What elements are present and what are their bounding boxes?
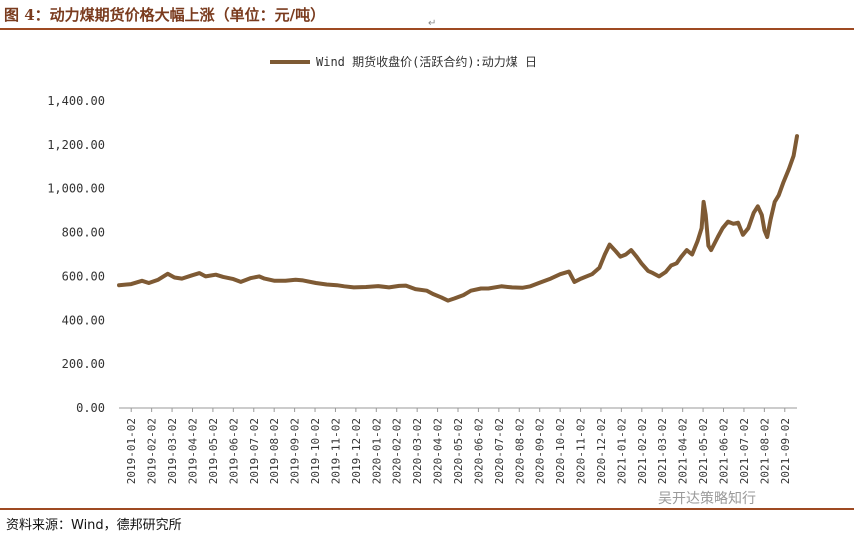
x-tick-label: 2020-11-02	[575, 418, 588, 484]
y-tick-label: 200.00	[62, 357, 105, 371]
x-tick-label: 2019-10-02	[309, 418, 322, 484]
x-tick-label: 2021-01-02	[615, 418, 628, 484]
x-tick-label: 2019-08-02	[268, 418, 281, 484]
x-tick-label: 2021-03-02	[656, 418, 669, 484]
x-tick-label: 2021-04-02	[677, 418, 690, 484]
chart-legend: Wind 期货收盘价(活跃合约):动力煤 日	[270, 54, 537, 69]
line-chart: Wind 期货收盘价(活跃合约):动力煤 日 0.00 200.00 400.00 6…	[47, 18, 799, 484]
x-tick-label: 2020-10-02	[554, 418, 567, 484]
x-tick-label: 2021-05-02	[697, 418, 710, 484]
x-tick-label: 2019-04-02	[186, 418, 199, 484]
paragraph-mark: ↵	[428, 18, 436, 29]
x-tick-label: 2019-01-02	[125, 418, 138, 484]
x-tick-label: 2019-05-02	[207, 418, 220, 484]
legend-label: Wind 期货收盘价(活跃合约):动力煤 日	[316, 54, 537, 69]
x-axis: 2019-01-02 2019-02-02 2019-03-02 2019-04-02…	[125, 408, 792, 484]
x-tick-label: 2021-06-02	[718, 418, 731, 484]
x-tick-label: 2020-08-02	[513, 418, 526, 484]
x-tick-label: 2020-02-02	[391, 418, 404, 484]
y-tick-label: 600.00	[62, 269, 105, 283]
x-tick-label: 2019-03-02	[166, 418, 179, 484]
x-tick-label: 2020-12-02	[595, 418, 608, 484]
x-tick-label: 2019-02-02	[146, 418, 159, 484]
x-tick-label: 2021-02-02	[636, 418, 649, 484]
x-tick-label: 2020-05-02	[452, 418, 465, 484]
y-axis: 0.00 200.00 400.00 600.00 800.00 1,000.00 1,20…	[47, 94, 105, 415]
x-tick-label: 2020-03-02	[411, 418, 424, 484]
x-tick-label: 2021-09-02	[779, 418, 792, 484]
x-tick-label: 2020-01-02	[370, 418, 383, 484]
x-tick-label: 2020-07-02	[493, 418, 506, 484]
series-line-coal-futures	[117, 134, 799, 303]
y-tick-label: 1,000.00	[47, 182, 105, 196]
watermark: 吴开达策略知行	[658, 491, 756, 507]
x-tick-label: 2021-08-02	[758, 418, 771, 484]
x-tick-label: 2019-09-02	[289, 418, 302, 484]
y-tick-label: 800.00	[62, 226, 105, 240]
y-tick-label: 400.00	[62, 313, 105, 327]
y-tick-label: 0.00	[76, 401, 105, 415]
x-tick-label: 2020-09-02	[534, 418, 547, 484]
x-tick-label: 2020-04-02	[432, 418, 445, 484]
title-divider	[0, 28, 854, 30]
x-tick-label: 2021-07-02	[738, 418, 751, 484]
x-tick-label: 2019-06-02	[227, 418, 240, 484]
figure-title: 图 4：动力煤期货价格大幅上涨（单位：元/吨）	[4, 6, 326, 24]
x-tick-label: 2019-11-02	[329, 418, 342, 484]
x-tick-label: 2019-07-02	[248, 418, 261, 484]
x-tick-label: 2020-06-02	[472, 418, 485, 484]
x-tick-label: 2019-12-02	[350, 418, 363, 484]
y-tick-label: 1,200.00	[47, 138, 105, 152]
y-tick-label: 1,400.00	[47, 94, 105, 108]
source-note: 资料来源：Wind，德邦研究所	[6, 518, 182, 533]
source-divider	[0, 508, 854, 510]
